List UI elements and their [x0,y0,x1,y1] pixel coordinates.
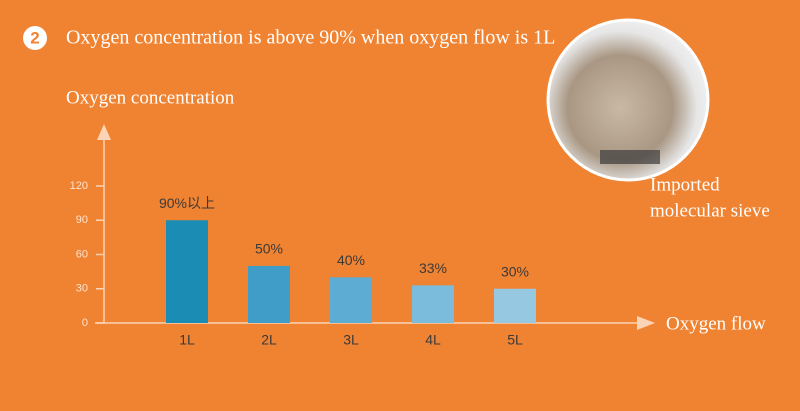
y-tick-label: 30 [76,283,88,295]
sieve-photo-base [600,150,660,164]
value-label: 50% [255,241,283,257]
y-axis-arrow [97,124,111,140]
value-label: 90%以上 [159,195,215,211]
x-axis-label: Oxygen flow [666,313,766,334]
value-label: 40% [337,252,365,268]
y-tick-label: 60 [76,248,88,260]
y-axis-label: Oxygen concentration [66,87,235,108]
y-tick-label: 120 [70,180,88,192]
annotation-line: Imported [650,174,720,195]
x-tick-label: 3L [343,332,359,348]
x-tick-label: 2L [261,332,277,348]
y-tick-label: 90 [76,214,88,226]
value-label: 30% [501,263,529,279]
bar [412,285,454,323]
step-badge [23,26,47,50]
x-tick-label: 1L [179,332,195,348]
x-tick-label: 5L [507,332,523,348]
y-tick-label: 0 [82,317,88,329]
x-axis-arrow [637,316,655,330]
bar [248,265,290,323]
value-label: 33% [419,260,447,276]
step-number: 2 [30,28,39,47]
bar [166,220,208,323]
annotation-line: molecular sieve [650,200,770,221]
sieve-photo [546,18,710,182]
bar [330,277,372,323]
bar [494,288,536,323]
chart-title: Oxygen concentration is above 90% when o… [66,27,555,49]
x-tick-label: 4L [425,332,441,348]
